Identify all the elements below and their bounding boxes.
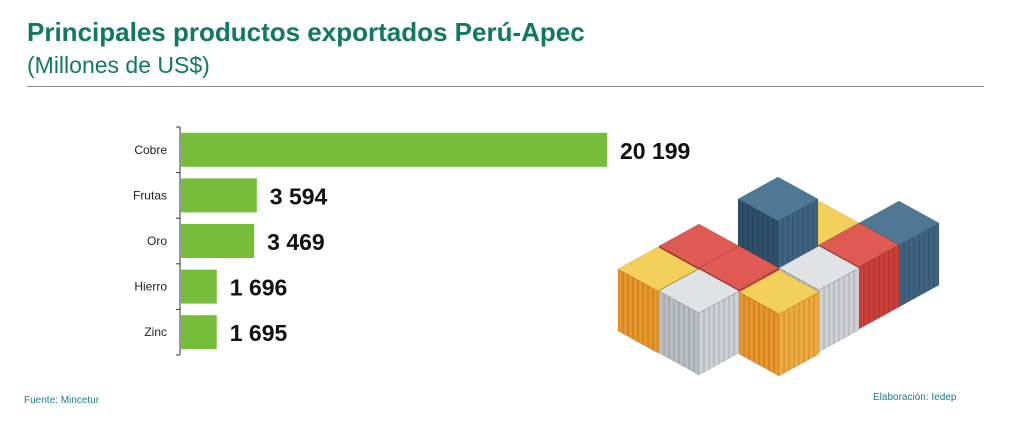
bar-hierro — [181, 269, 217, 304]
title-divider — [27, 86, 984, 87]
category-label: Frutas — [133, 188, 167, 202]
category-label: Oro — [147, 234, 167, 248]
chart-subtitle: (Millones de US$) — [27, 52, 210, 78]
bar-cobre — [181, 132, 607, 167]
chart-title: Principales productos exportados Perú-Ap… — [27, 17, 585, 47]
value-label: 1 696 — [230, 275, 288, 301]
value-label: 3 594 — [270, 183, 328, 209]
bar-oro — [181, 224, 255, 258]
value-label: 1 695 — [230, 320, 288, 346]
source-note: Fuente: Mincetur — [24, 395, 100, 406]
credit-note: Elaboración: Iedep — [873, 392, 957, 403]
bar-frutas — [181, 178, 257, 213]
value-label: 3 469 — [267, 229, 325, 255]
category-label: Cobre — [134, 143, 167, 157]
category-label: Zinc — [144, 325, 167, 339]
bar-zinc — [181, 315, 217, 350]
value-label: 20 199 — [620, 138, 690, 164]
container-right — [778, 291, 820, 377]
category-label: Hierro — [134, 280, 167, 294]
